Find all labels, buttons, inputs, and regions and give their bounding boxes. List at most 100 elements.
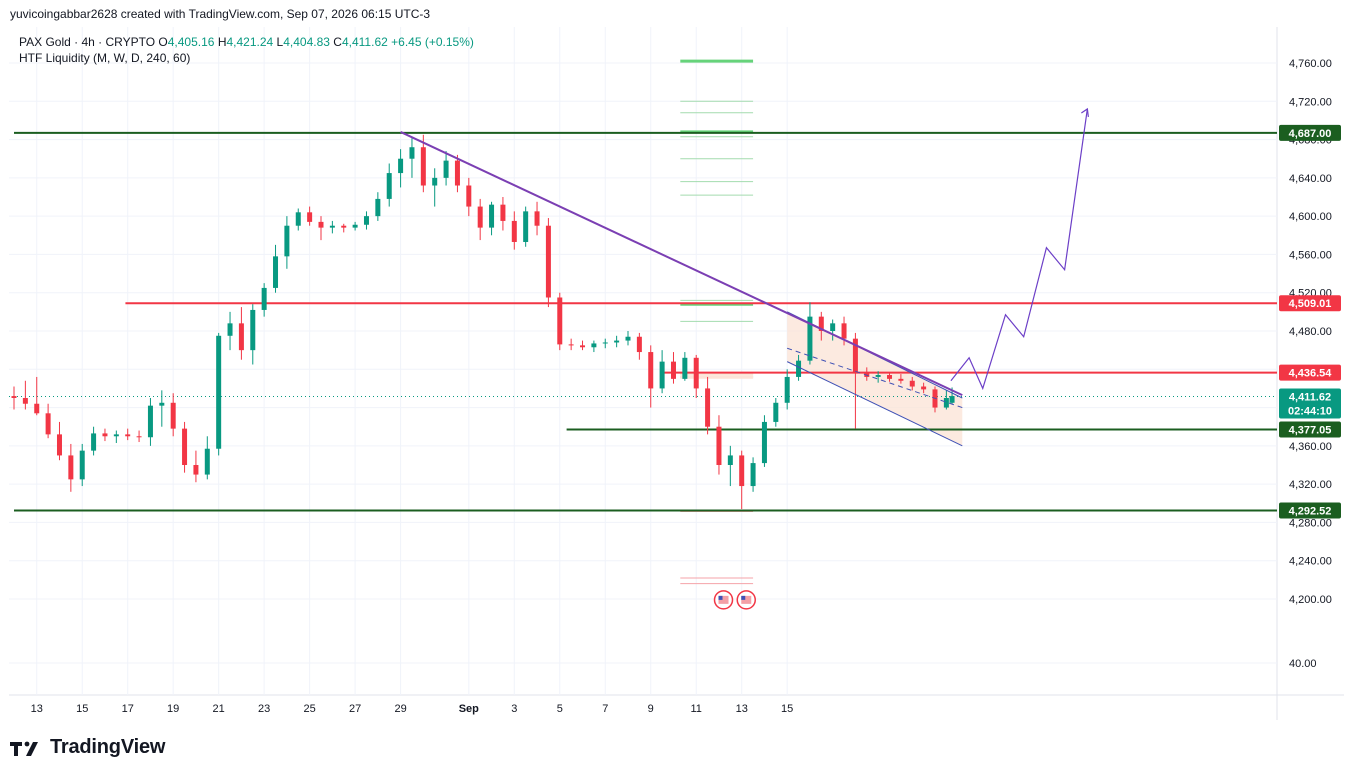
price-chart[interactable]: 4,760.004,720.004,680.004,640.004,600.00…	[9, 27, 1344, 720]
price-tag-label: 4,377.05	[1289, 425, 1332, 437]
candle-body	[477, 206, 483, 228]
chart-credit: yuvicoingabbar2628 created with TradingV…	[10, 7, 431, 21]
candle-body	[705, 388, 711, 427]
candle-body	[750, 463, 756, 487]
candle-body	[409, 147, 415, 159]
price-tag[interactable]	[1279, 364, 1341, 381]
x-tick-label: 9	[648, 703, 654, 715]
candle-body	[79, 450, 85, 480]
candle-body	[295, 212, 301, 226]
price-tag-label: 4,509.01	[1289, 298, 1332, 310]
close-key: C	[333, 35, 342, 49]
candle-body	[307, 212, 313, 222]
chart-area[interactable]: 4,760.004,720.004,680.004,640.004,600.00…	[9, 27, 1344, 720]
candle-body	[818, 316, 824, 331]
candle-body	[511, 220, 517, 242]
candle-body	[943, 398, 949, 408]
candle-body	[227, 323, 233, 336]
x-tick-label: 7	[602, 703, 608, 715]
candle-body	[56, 434, 62, 456]
price-tag-label: 4,292.52	[1289, 505, 1332, 517]
projection-path[interactable]	[950, 108, 1088, 391]
indicator-label[interactable]: HTF Liquidity (M, W, D, 240, 60)	[19, 51, 191, 65]
candle-body	[420, 147, 426, 186]
candle-body	[921, 386, 927, 390]
price-tag[interactable]	[1279, 421, 1341, 438]
candle-body	[557, 297, 563, 345]
liquidity-zone	[680, 372, 754, 379]
chart-legend: PAX Gold · 4h · CRYPTO O4,405.16 H4,421.…	[19, 34, 474, 66]
y-tick-label: 4,200.00	[1289, 594, 1332, 606]
price-tag[interactable]	[1279, 295, 1341, 312]
candle-body	[432, 177, 438, 186]
candle-body	[693, 357, 699, 389]
candle-body	[170, 402, 176, 429]
candle-body	[250, 309, 256, 351]
candle-body	[739, 455, 745, 487]
candle-body	[34, 403, 40, 414]
price-tag[interactable]	[1279, 124, 1341, 141]
candle-body	[363, 216, 369, 225]
candle-body	[329, 225, 335, 228]
x-tick-label: 21	[213, 703, 225, 715]
candle-body	[11, 396, 17, 398]
candle-body	[273, 256, 279, 288]
candle-body	[182, 428, 188, 465]
x-tick-label: 27	[349, 703, 361, 715]
candle-body	[875, 375, 881, 377]
candle-body	[284, 225, 290, 257]
candle-body	[898, 378, 904, 381]
candle-body	[91, 433, 97, 451]
candle-body	[636, 336, 642, 353]
candle-body	[102, 433, 108, 437]
candle-body	[204, 448, 210, 475]
candle-body	[523, 211, 529, 242]
candle-body	[466, 185, 472, 207]
price-tag[interactable]	[1279, 502, 1341, 519]
x-tick-label: 17	[122, 703, 134, 715]
candle-body	[261, 287, 267, 310]
candle-body	[22, 398, 28, 404]
ohlc-row: PAX Gold · 4h · CRYPTO O4,405.16 H4,421.…	[19, 34, 474, 50]
price-tag-label: 4,687.00	[1289, 128, 1332, 140]
us-event-flag-stripes	[718, 595, 729, 604]
candle-body	[193, 465, 199, 475]
y-tick-label: 4,360.00	[1289, 441, 1332, 453]
change-value: +6.45 (+0.15%)	[391, 35, 474, 49]
x-tick-label: Sep	[459, 703, 479, 715]
candle-body	[796, 360, 802, 377]
x-tick-label: 15	[781, 703, 793, 715]
symbol-label[interactable]: PAX Gold · 4h · CRYPTO	[19, 35, 156, 49]
candle-body	[113, 434, 119, 437]
y-tick-label: 4,600.00	[1289, 211, 1332, 223]
y-tick-label: 4,720.00	[1289, 96, 1332, 108]
candle-body	[216, 335, 222, 449]
candle-body	[500, 204, 506, 221]
us-event-flag-stripes	[741, 595, 752, 604]
candle-body	[136, 436, 142, 438]
tradingview-logo[interactable]: TradingView	[10, 736, 165, 759]
channel-mid-line[interactable]	[787, 347, 963, 409]
downtrend-line[interactable]	[400, 131, 963, 397]
y-tick-label: 4,320.00	[1289, 479, 1332, 491]
channel-fill	[787, 311, 963, 446]
candle-body	[125, 434, 131, 437]
candle-body	[784, 376, 790, 403]
x-tick-label: 3	[511, 703, 517, 715]
price-tag[interactable]	[1279, 388, 1341, 419]
candle-body	[761, 421, 767, 464]
candle-body	[568, 344, 574, 346]
candle-body	[489, 204, 495, 228]
candle-body	[727, 455, 733, 465]
price-tag-label: 4,411.62	[1289, 391, 1331, 403]
candle-body	[841, 323, 847, 339]
channel-lower-line[interactable]	[786, 361, 963, 447]
candle-body	[807, 316, 813, 361]
candle-body	[670, 361, 676, 379]
y-tick-label: 4,280.00	[1289, 517, 1332, 529]
projection-arrowhead	[1081, 107, 1089, 118]
low-value: 4,404.83	[283, 35, 330, 49]
x-tick-label: 13	[31, 703, 43, 715]
candle-body	[341, 225, 347, 228]
candle-body	[614, 340, 620, 343]
